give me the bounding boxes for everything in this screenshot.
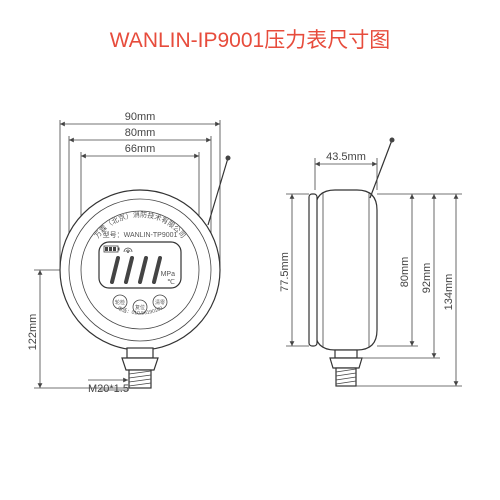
svg-text:清零: 清零 xyxy=(155,299,165,306)
unit-deg: ℃ xyxy=(167,279,175,286)
dim-90mm: 90mm xyxy=(125,111,156,123)
front-view: 90mm 80mm 66mm 万霖（北京）消防技术有限公司 型号：WANLIN-… xyxy=(27,111,231,395)
side-view: 43.5mm 77.5mm 80mm 92mm 134mm xyxy=(279,138,462,387)
dim-s92: 92mm xyxy=(421,263,433,294)
unit-mpa: MPa xyxy=(161,271,176,278)
model-label: 型号：WANLIN-TP9001 xyxy=(103,230,178,239)
svg-text:复位: 复位 xyxy=(135,304,145,311)
dim-122mm: 122mm xyxy=(27,314,39,351)
dim-66mm: 66mm xyxy=(125,143,156,155)
diagram-stage: 90mm 80mm 66mm 万霖（北京）消防技术有限公司 型号：WANLIN-… xyxy=(0,80,500,480)
dim-s80: 80mm xyxy=(399,257,411,288)
stem-front xyxy=(122,348,158,388)
svg-text:轮检: 轮检 xyxy=(115,299,125,306)
dim-s134: 134mm xyxy=(443,274,455,311)
dim-43mm: 43.5mm xyxy=(326,151,366,163)
dim-thread: M20*1.5 xyxy=(88,383,129,395)
dim-77mm: 77.5mm xyxy=(279,252,291,292)
page-title: WANLIN-IP9001压力表尺寸图 xyxy=(0,24,500,54)
dim-80mm: 80mm xyxy=(125,127,156,139)
